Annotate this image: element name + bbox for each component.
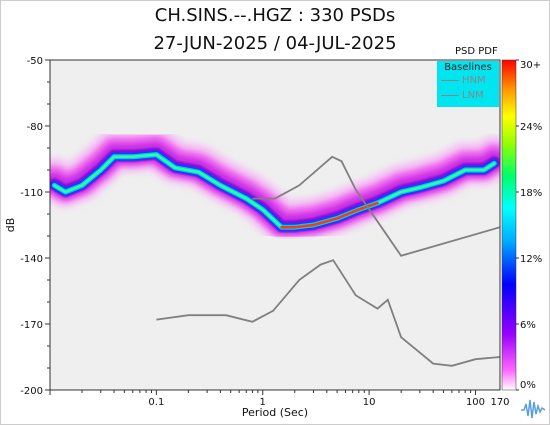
colorbar-tick-label: 18% [520,188,542,199]
psd-density [50,126,500,244]
x-tick-label: 100 [466,397,485,408]
y-tick-label: -50 [27,56,43,67]
legend-item-hnm: HNM [441,73,499,88]
colorbar-ticks: 30+ 24% 18% 12% 6% 0% [516,59,542,391]
colorbar-tick-label: 6% [520,320,536,331]
colorbar-tick-label: 0% [520,380,536,391]
density-core [280,201,379,229]
y-tick-label: -200 [20,386,43,397]
x-tick-label: 0.1 [148,397,164,408]
colorbar-title: PSD PDF [455,46,498,57]
y-tick-label: -170 [20,320,43,331]
waveform-logo-icon [521,399,546,419]
baseline-lnm [156,259,500,367]
density-band-6 [53,153,496,229]
chart-subtitle: 27-JUN-2025 / 04-JUL-2025 [153,33,397,54]
colorbar-tick-label: 24% [520,122,542,133]
y-tick-label: -140 [20,254,43,265]
plot-border [49,59,501,391]
legend-item-lnm: LNM [441,88,499,103]
y-axis: -50 -80 -110 -140 -170 -200 [20,56,50,397]
x-tick-label: 170 [490,397,509,408]
chart-title: CH.SINS.--.HGZ : 330 PSDs [154,5,396,26]
x-axis: 0.1 1 10 100 170 [49,390,510,408]
colorbar-tick-label: 12% [520,254,542,265]
legend-title: Baselines [444,62,492,73]
x-tick-label: 1 [260,397,266,408]
baseline-legend: Baselines HNM LNM [437,61,499,107]
baseline-hnm [252,155,500,257]
legend-label-hnm: HNM [462,75,486,86]
x-tick-label: 10 [363,397,376,408]
colorbar [501,59,517,391]
x-axis-label: Period (Sec) [242,406,308,419]
legend-label-lnm: LNM [462,90,484,101]
hnm-swatch [441,80,459,81]
noise-baselines [156,155,500,367]
y-tick-label: -110 [20,188,43,199]
lnm-swatch [441,95,459,96]
y-axis-label: dB [4,218,17,233]
y-tick-label: -80 [27,122,43,133]
colorbar-tick-label: 30+ [520,60,541,71]
